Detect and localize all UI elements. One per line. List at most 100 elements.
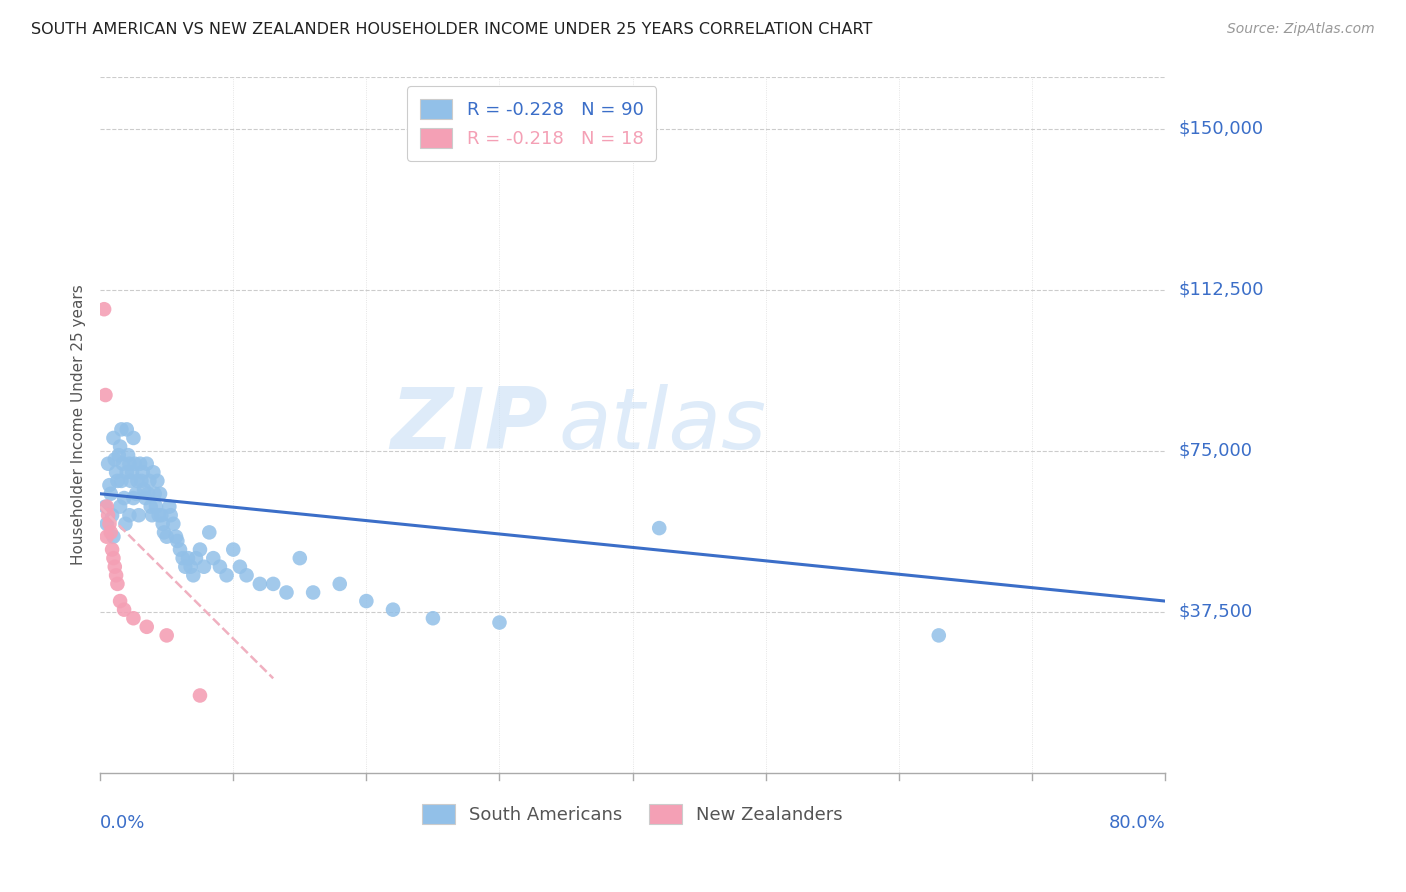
Point bbox=[108, 594, 131, 608]
Point bbox=[138, 474, 160, 488]
Text: ZIP: ZIP bbox=[389, 384, 547, 467]
Point bbox=[112, 602, 135, 616]
Point bbox=[142, 465, 165, 479]
Point bbox=[105, 568, 128, 582]
Point bbox=[121, 465, 143, 479]
Point bbox=[104, 452, 127, 467]
Legend: South Americans, New Zealanders: South Americans, New Zealanders bbox=[413, 796, 852, 833]
Point bbox=[108, 440, 131, 454]
Point bbox=[107, 448, 129, 462]
Y-axis label: Householder Income Under 25 years: Householder Income Under 25 years bbox=[72, 285, 86, 566]
Point bbox=[172, 551, 194, 566]
Point bbox=[101, 542, 124, 557]
Point bbox=[136, 487, 159, 501]
Point bbox=[111, 457, 134, 471]
Point bbox=[122, 431, 145, 445]
Point bbox=[174, 559, 197, 574]
Point bbox=[97, 508, 120, 523]
Point bbox=[177, 551, 200, 566]
Point bbox=[422, 611, 444, 625]
Point bbox=[115, 422, 138, 436]
Point bbox=[98, 516, 121, 531]
Point bbox=[184, 551, 207, 566]
Point bbox=[132, 483, 155, 497]
Point bbox=[157, 500, 180, 514]
Point bbox=[198, 525, 221, 540]
Point bbox=[124, 457, 146, 471]
Point bbox=[115, 465, 138, 479]
Point bbox=[152, 516, 174, 531]
Point bbox=[143, 487, 166, 501]
Point bbox=[145, 500, 167, 514]
Point bbox=[162, 516, 184, 531]
Point bbox=[329, 577, 352, 591]
Point bbox=[98, 478, 121, 492]
Point bbox=[188, 542, 211, 557]
Text: $150,000: $150,000 bbox=[1180, 120, 1264, 138]
Point bbox=[96, 500, 118, 514]
Point bbox=[114, 516, 136, 531]
Point bbox=[96, 530, 118, 544]
Point bbox=[156, 628, 179, 642]
Point bbox=[382, 602, 405, 616]
Text: $37,500: $37,500 bbox=[1180, 603, 1253, 621]
Point bbox=[122, 491, 145, 505]
Point bbox=[105, 465, 128, 479]
Point bbox=[104, 559, 127, 574]
Text: 0.0%: 0.0% bbox=[100, 814, 145, 832]
Point bbox=[488, 615, 510, 630]
Point bbox=[122, 611, 145, 625]
Point bbox=[117, 448, 139, 462]
Point bbox=[108, 500, 131, 514]
Point bbox=[235, 568, 257, 582]
Point bbox=[103, 530, 125, 544]
Point bbox=[94, 388, 117, 402]
Point bbox=[202, 551, 225, 566]
Point bbox=[159, 508, 181, 523]
Point bbox=[135, 457, 157, 471]
Point bbox=[107, 474, 129, 488]
Point bbox=[262, 577, 284, 591]
Point bbox=[141, 508, 163, 523]
Point bbox=[112, 491, 135, 505]
Point bbox=[302, 585, 325, 599]
Point bbox=[103, 431, 125, 445]
Point bbox=[181, 568, 204, 582]
Point bbox=[118, 457, 141, 471]
Point bbox=[356, 594, 378, 608]
Point bbox=[128, 508, 150, 523]
Point bbox=[131, 474, 153, 488]
Point bbox=[103, 551, 125, 566]
Point bbox=[132, 465, 155, 479]
Point bbox=[125, 487, 148, 501]
Text: $112,500: $112,500 bbox=[1180, 281, 1264, 299]
Point bbox=[139, 500, 162, 514]
Point bbox=[215, 568, 238, 582]
Point bbox=[127, 474, 149, 488]
Point bbox=[648, 521, 671, 535]
Point bbox=[101, 508, 124, 523]
Point bbox=[249, 577, 271, 591]
Point bbox=[276, 585, 298, 599]
Point bbox=[94, 500, 117, 514]
Point bbox=[222, 542, 245, 557]
Point bbox=[288, 551, 311, 566]
Point bbox=[188, 689, 211, 703]
Text: $75,000: $75,000 bbox=[1180, 442, 1253, 460]
Point bbox=[165, 530, 187, 544]
Text: 80.0%: 80.0% bbox=[1108, 814, 1166, 832]
Point bbox=[129, 457, 152, 471]
Point bbox=[208, 559, 231, 574]
Point bbox=[100, 487, 122, 501]
Point bbox=[150, 508, 173, 523]
Point bbox=[928, 628, 950, 642]
Point bbox=[100, 525, 122, 540]
Point bbox=[110, 422, 132, 436]
Point bbox=[134, 491, 156, 505]
Text: Source: ZipAtlas.com: Source: ZipAtlas.com bbox=[1227, 22, 1375, 37]
Point bbox=[110, 474, 132, 488]
Point bbox=[193, 559, 215, 574]
Text: atlas: atlas bbox=[558, 384, 766, 467]
Point bbox=[180, 559, 202, 574]
Point bbox=[93, 302, 115, 317]
